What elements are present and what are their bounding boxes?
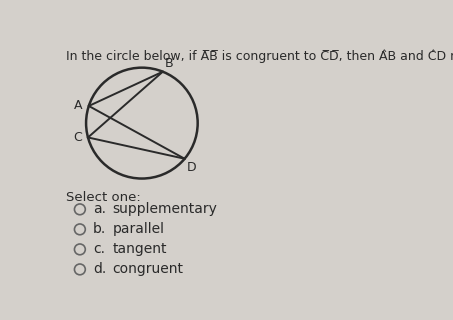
Text: congruent: congruent [112,262,183,276]
Text: B: B [164,57,173,70]
Text: supplementary: supplementary [112,202,217,216]
Text: parallel: parallel [112,222,164,236]
Text: c.: c. [93,242,105,256]
Text: Select one:: Select one: [66,191,141,204]
Text: a.: a. [93,202,106,216]
Text: D: D [187,161,196,173]
Text: b.: b. [93,222,106,236]
Text: tangent: tangent [112,242,167,256]
Text: A: A [74,100,82,112]
Text: d.: d. [93,262,106,276]
Text: C: C [73,131,82,144]
Text: In the circle below, if A̅B̅ is congruent to C̅D̅, then ÂB and ĈD must be ____: In the circle below, if A̅B̅ is congruen… [66,49,453,63]
